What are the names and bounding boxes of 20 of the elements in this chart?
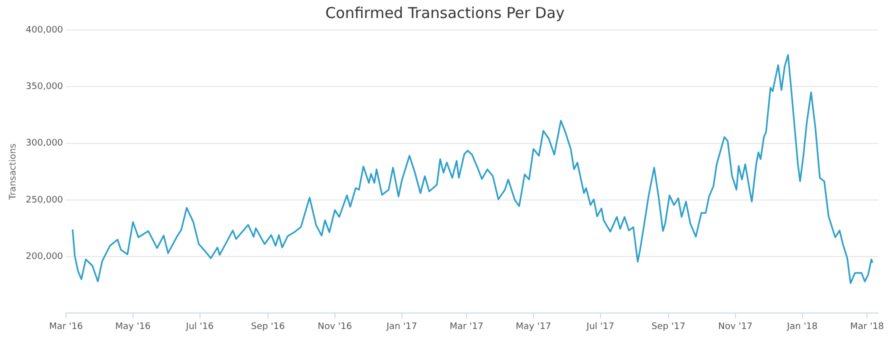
- x-tick-label: Nov '16: [318, 322, 352, 332]
- x-tick-label: Mar '17: [450, 322, 484, 332]
- y-axis-title: Transactions: [8, 143, 19, 201]
- x-tick-label: Jan '18: [786, 322, 818, 332]
- y-tick-label: 350,000: [26, 82, 64, 92]
- x-tick-label: Sep '17: [652, 322, 686, 332]
- x-tick-label: May '17: [516, 322, 552, 332]
- y-tick-label: 250,000: [26, 195, 64, 206]
- chart-title: Confirmed Transactions Per Day: [324, 4, 566, 22]
- x-tick-label: Mar '16: [49, 322, 84, 332]
- x-tick-label: Sep '16: [251, 322, 286, 332]
- x-tick-label: Jan '17: [385, 322, 418, 332]
- y-tick-label: 400,000: [26, 25, 64, 36]
- x-tick-label: Mar '18: [850, 322, 884, 332]
- x-tick-label: May '16: [115, 322, 151, 332]
- x-tick-label: Jul '16: [185, 322, 214, 332]
- x-tick-label: Jul '17: [586, 322, 614, 332]
- y-tick-label: 300,000: [26, 138, 64, 149]
- x-tick-label: Nov '17: [718, 322, 753, 332]
- y-tick-label: 200,000: [26, 252, 64, 262]
